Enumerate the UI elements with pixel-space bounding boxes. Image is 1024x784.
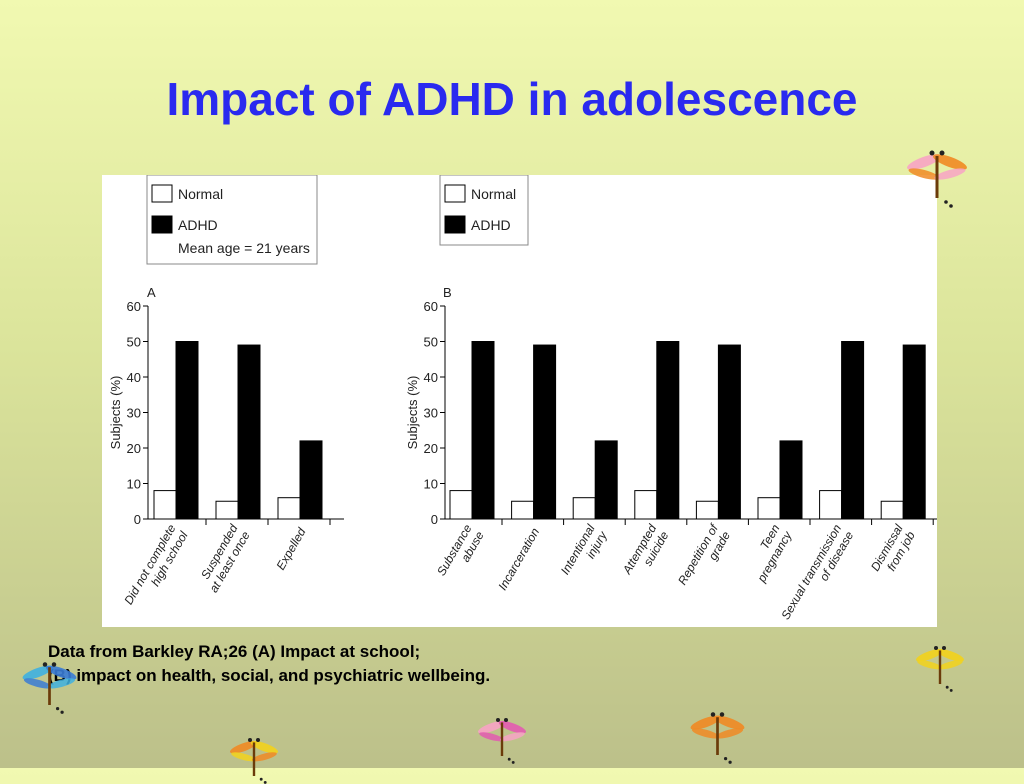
y-tick-label: 60 [424, 299, 438, 314]
y-tick-label: 50 [127, 335, 141, 350]
bar-adhd [299, 440, 323, 520]
bar-adhd [779, 440, 803, 520]
x-tick-label: Suspendedat least once [194, 522, 252, 595]
bar-normal [880, 500, 904, 520]
y-tick-label: 30 [424, 406, 438, 421]
caption-line-1: Data from Barkley RA;26 (A) Impact at sc… [48, 642, 421, 661]
bar-adhd [902, 344, 926, 520]
legend-label: Normal [178, 186, 223, 202]
legend-swatch [151, 184, 173, 203]
bar-adhd [175, 341, 199, 520]
y-tick-label: 0 [431, 512, 438, 527]
x-tick-label: Incarceration [495, 525, 542, 592]
y-axis-title: Subjects (%) [405, 376, 420, 450]
dragonfly-icon [690, 712, 745, 764]
dragonfly-icon [906, 150, 968, 208]
x-tick-label: Teenpregnancy [742, 521, 795, 585]
chart-figure: Normal ADHD Mean age = 21 years A 0 10 20 30 40 5… [102, 175, 937, 627]
bar-normal [695, 500, 719, 520]
bar-normal [277, 497, 301, 520]
panel-label: A [147, 285, 156, 300]
legend-label: ADHD [471, 217, 511, 233]
bar-adhd [717, 344, 741, 520]
bar-normal [634, 490, 658, 520]
caption-line-2: (B) impact on health, social, and psychi… [48, 666, 491, 685]
bar-normal [572, 497, 596, 520]
legend-swatch [151, 215, 173, 234]
y-tick-label: 50 [424, 335, 438, 350]
legend-swatch [444, 184, 466, 203]
slide-title: Impact of ADHD in adolescence [166, 73, 858, 125]
legend-label: Normal [471, 186, 516, 202]
legend-swatch [444, 215, 466, 234]
dragonfly-icon [22, 662, 77, 714]
y-tick-label: 10 [127, 477, 141, 492]
dragonfly-icon [477, 718, 527, 764]
y-tick-label: 20 [127, 441, 141, 456]
legend-note: Mean age = 21 years [178, 240, 310, 256]
legend-label: ADHD [178, 217, 218, 233]
bar-normal [215, 500, 239, 520]
x-tick-label: Attemptedsuicide [619, 522, 671, 585]
y-tick-label: 0 [134, 512, 141, 527]
x-tick-label: Expelled [273, 525, 308, 572]
bar-adhd [656, 341, 680, 520]
bar-normal [511, 500, 535, 520]
x-tick-label: Dismissalfrom job [868, 522, 918, 581]
bar-adhd [841, 341, 865, 520]
y-tick-label: 60 [127, 299, 141, 314]
y-tick-label: 30 [127, 406, 141, 421]
y-tick-label: 20 [424, 441, 438, 456]
bar-adhd [594, 440, 618, 520]
bar-normal [449, 490, 473, 520]
caption: Data from Barkley RA;26 (A) Impact at sc… [48, 640, 490, 688]
y-tick-label: 10 [424, 477, 438, 492]
panel-label: B [443, 285, 452, 300]
dragonfly-icon [229, 738, 279, 784]
bar-adhd [533, 344, 557, 520]
x-tick-label: Substanceabuse [434, 522, 487, 585]
chart-svg: Normal ADHD Mean age = 21 years A 0 10 20 30 40 5… [108, 175, 937, 622]
bar-normal [757, 497, 781, 520]
legend-box [146, 175, 318, 265]
bar-normal [153, 490, 177, 520]
bar-normal [819, 490, 843, 520]
bar-adhd [471, 341, 495, 520]
x-tick-label: Repetition ofgrade [675, 521, 734, 595]
y-tick-label: 40 [127, 370, 141, 385]
legend-box [439, 175, 529, 246]
y-tick-label: 40 [424, 370, 438, 385]
x-tick-label: Intentionalinjury [558, 521, 610, 584]
bar-adhd [237, 344, 261, 520]
x-tick-label: Did not completehigh school [121, 522, 190, 614]
dragonfly-icon [915, 646, 965, 692]
y-axis-title: Subjects (%) [108, 376, 123, 450]
